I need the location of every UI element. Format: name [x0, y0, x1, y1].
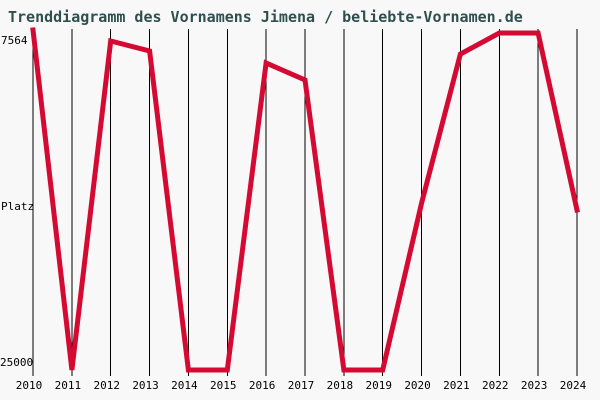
y-axis-top-tick-label: 7564: [1, 34, 28, 47]
y-axis-bottom-tick-label: 25000: [0, 356, 34, 369]
x-axis-label-2021: 2021: [443, 379, 470, 392]
x-axis-label-2014: 2014: [171, 379, 198, 392]
x-axis-label-2019: 2019: [365, 379, 392, 392]
trend-line: [30, 27, 580, 373]
x-axis-label-2012: 2012: [93, 379, 120, 392]
chart-title: Trenddiagramm des Vornamens Jimena / bel…: [8, 8, 523, 26]
x-axis-label-2018: 2018: [326, 379, 354, 392]
x-axis-label-2017: 2017: [287, 379, 315, 392]
x-axis-label-2010: 2010: [15, 379, 43, 392]
x-axis-label-2020: 2020: [404, 379, 431, 392]
x-axis-label-2011: 2011: [54, 379, 82, 392]
x-axis-label-2023: 2023: [520, 379, 548, 392]
x-axis-label-2016: 2016: [248, 379, 276, 392]
x-axis-label-2013: 2013: [132, 379, 159, 392]
x-axis-label-2015: 2015: [210, 379, 237, 392]
x-axis-label-2022: 2022: [482, 379, 509, 392]
y-axis-title: Platz: [1, 200, 35, 213]
x-axis-label-2024: 2024: [559, 379, 587, 392]
